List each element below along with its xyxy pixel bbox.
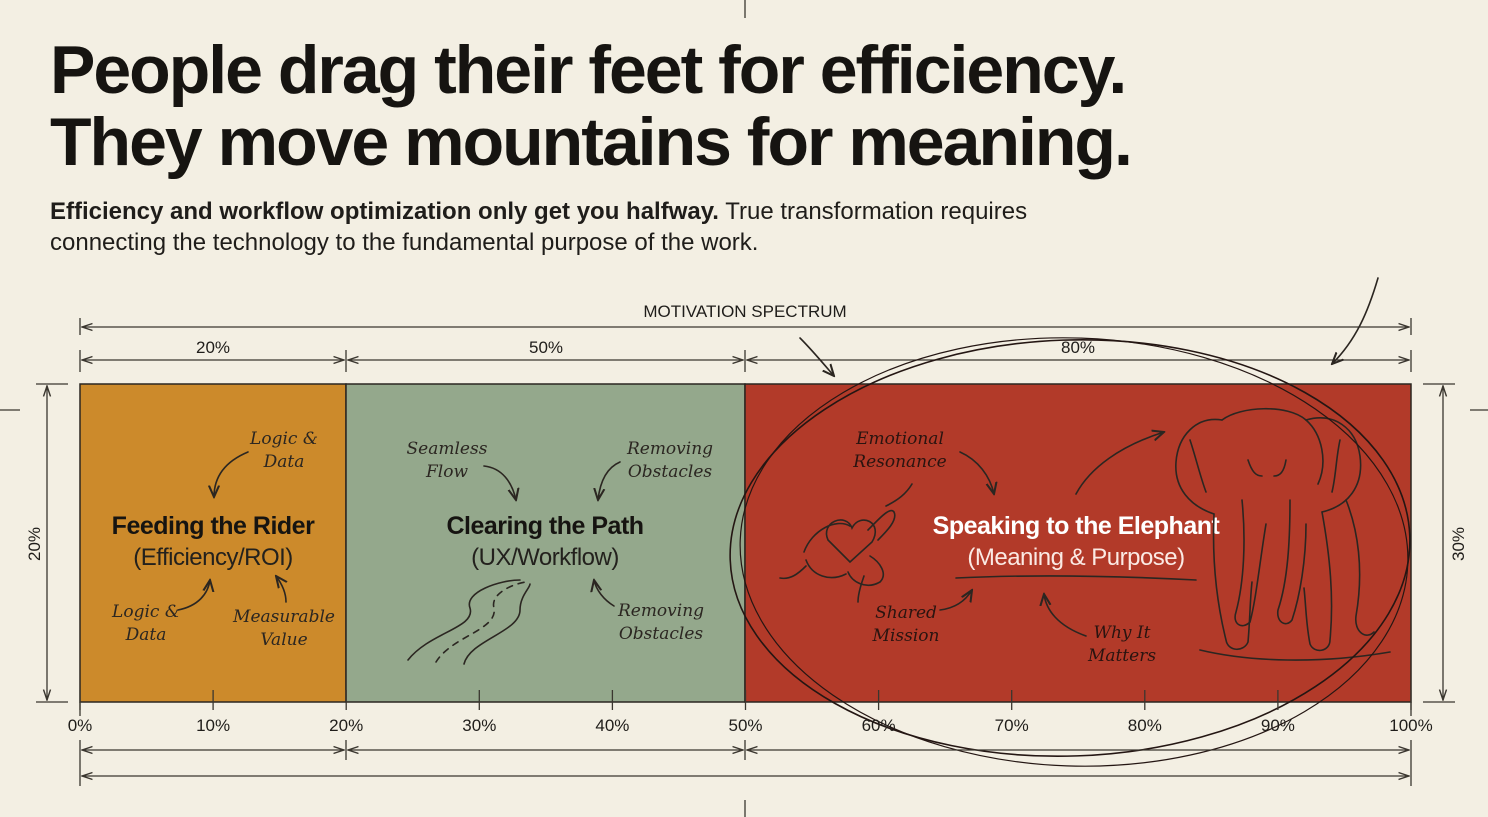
note-logic-data-top-2: Data bbox=[263, 452, 305, 472]
note-shared-mission-1: Shared bbox=[875, 603, 937, 623]
spectrum-label: MOTIVATION SPECTRUM bbox=[643, 302, 846, 321]
segment-elephant bbox=[744, 383, 1412, 703]
elephant-icon bbox=[1175, 407, 1391, 661]
subheadline: Efficiency and workflow optimization onl… bbox=[50, 196, 1050, 258]
connector-stroke bbox=[885, 483, 913, 507]
note-removing-obstacles-bottom-1: Removing bbox=[617, 601, 704, 621]
curved-arrow-icon bbox=[214, 451, 249, 497]
axis-tick-label: 80% bbox=[1128, 716, 1162, 735]
segment-2-width-label: 50% bbox=[529, 338, 563, 357]
segment-rider-title: Feeding the Rider bbox=[112, 512, 315, 540]
segment-elephant-title: Speaking to the Elephant bbox=[933, 512, 1221, 540]
segment-1-width-label: 20% bbox=[196, 338, 230, 357]
emphasis-ellipse bbox=[729, 337, 1411, 767]
percentage-axis: 0% 10% 20% 30% 40% 50% 60% 70% 80% 90% 100% bbox=[68, 690, 1433, 786]
note-why-it-matters-1: Why It bbox=[1094, 623, 1151, 643]
side-dimensions: 20% 30% bbox=[25, 383, 1468, 703]
segment-3-width-label: 80% bbox=[1061, 338, 1095, 357]
segment-path-content: Clearing the Path (UX/Workflow) Seamless… bbox=[407, 439, 713, 665]
curved-arrow-icon bbox=[1332, 277, 1379, 364]
axis-tick-label: 90% bbox=[1261, 716, 1295, 735]
axis-tick-label: 60% bbox=[862, 716, 896, 735]
headline-line-2: They move mountains for meaning. bbox=[50, 104, 1133, 180]
curved-arrow-icon bbox=[1075, 432, 1164, 495]
axis-tick-label: 30% bbox=[462, 716, 496, 735]
spectrum-dimension: MOTIVATION SPECTRUM bbox=[79, 302, 1412, 335]
axis-tick-label: 40% bbox=[595, 716, 629, 735]
segment-path-subtitle: (UX/Workflow) bbox=[471, 544, 619, 571]
note-logic-data-bottom-1: Logic & bbox=[111, 602, 180, 622]
segment-path-title: Clearing the Path bbox=[446, 512, 643, 540]
curved-arrow-icon bbox=[1044, 594, 1087, 637]
note-removing-obstacles-top-2: Obstacles bbox=[628, 462, 713, 482]
curved-arrow-icon bbox=[799, 337, 834, 376]
axis-tick-label: 20% bbox=[329, 716, 363, 735]
note-measurable-value-1: Measurable bbox=[232, 607, 335, 627]
headline: People drag their feet for efficiency. T… bbox=[50, 32, 1133, 180]
note-measurable-value-2: Value bbox=[260, 630, 307, 650]
note-logic-data-top-1: Logic & bbox=[249, 429, 318, 449]
connector-stroke bbox=[857, 575, 865, 603]
axis-tick-label: 50% bbox=[728, 716, 762, 735]
heart-hands-icon bbox=[779, 509, 896, 587]
segment-rider bbox=[79, 383, 347, 703]
segment-rider-content: Feeding the Rider (Efficiency/ROI) Logic… bbox=[111, 429, 335, 650]
axis-tick-label: 70% bbox=[995, 716, 1029, 735]
segment-elephant-subtitle: (Meaning & Purpose) bbox=[967, 544, 1184, 571]
note-emotional-resonance-2: Resonance bbox=[852, 452, 946, 472]
curved-arrow-icon bbox=[959, 451, 994, 494]
note-emotional-resonance-1: Emotional bbox=[855, 429, 944, 449]
axis-tick-label: 10% bbox=[196, 716, 230, 735]
note-logic-data-bottom-2: Data bbox=[125, 625, 167, 645]
headline-line-1: People drag their feet for efficiency. bbox=[50, 32, 1127, 108]
underline-stroke bbox=[955, 575, 1197, 581]
segment-rider-subtitle: (Efficiency/ROI) bbox=[133, 544, 293, 571]
curved-arrow-icon bbox=[177, 580, 210, 611]
curved-arrow-icon bbox=[939, 590, 972, 611]
note-removing-obstacles-top-1: Removing bbox=[626, 439, 713, 459]
segment-elephant-content: Speaking to the Elephant (Meaning & Purp… bbox=[779, 407, 1391, 666]
note-removing-obstacles-bottom-2: Obstacles bbox=[619, 624, 704, 644]
note-shared-mission-2: Mission bbox=[872, 626, 940, 646]
subheadline-bold: Efficiency and workflow optimization onl… bbox=[50, 198, 719, 225]
curved-arrow-icon bbox=[483, 465, 516, 500]
curved-arrow-icon bbox=[598, 461, 621, 500]
winding-path-icon bbox=[407, 579, 531, 665]
note-why-it-matters-2: Matters bbox=[1087, 646, 1156, 666]
axis-tick-label: 0% bbox=[68, 716, 93, 735]
subheadline-rest: True transformation requires connecting … bbox=[50, 198, 1028, 256]
segment-path bbox=[345, 383, 746, 703]
left-side-label: 20% bbox=[25, 527, 44, 561]
curved-arrow-icon bbox=[594, 580, 615, 607]
segment-dimensions: 20% 50% 80% bbox=[79, 338, 1412, 372]
axis-tick-label: 100% bbox=[1389, 716, 1432, 735]
note-seamless-flow-1: Seamless bbox=[407, 439, 488, 459]
right-side-label: 30% bbox=[1449, 527, 1468, 561]
curved-arrow-icon bbox=[276, 576, 286, 603]
note-seamless-flow-2: Flow bbox=[425, 462, 468, 482]
